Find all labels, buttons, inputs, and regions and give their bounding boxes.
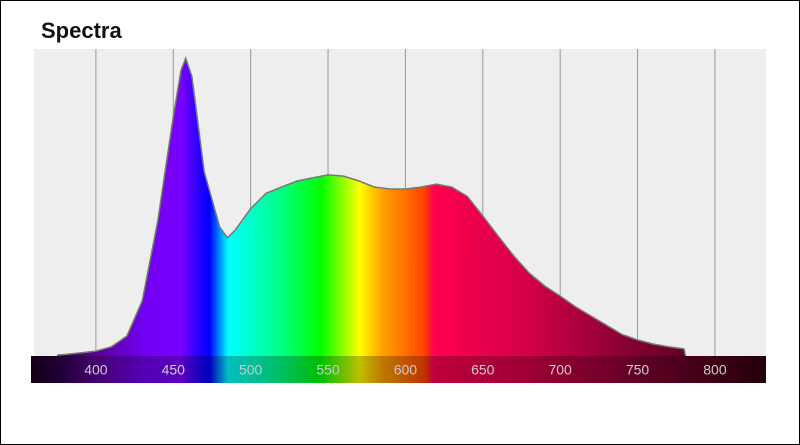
color-bar [31, 356, 766, 383]
x-tick-label: 500 [239, 362, 263, 378]
x-tick-label: 750 [626, 362, 650, 378]
x-tick-label: 600 [394, 362, 418, 378]
area [57, 58, 686, 356]
tick-labels: 400 450 500 550 600 650 700 750 800 [84, 362, 727, 378]
x-tick-label: 550 [316, 362, 340, 378]
color-bar-shade [31, 356, 766, 383]
x-tick-label: 450 [162, 362, 186, 378]
x-tick-label: 700 [548, 362, 572, 378]
marks [57, 55, 687, 357]
chart-title: Spectra [41, 18, 122, 43]
x-tick-label: 650 [471, 362, 495, 378]
x-tick-label: 800 [703, 362, 727, 378]
x-tick-label: 400 [84, 362, 108, 378]
line [57, 55, 687, 357]
